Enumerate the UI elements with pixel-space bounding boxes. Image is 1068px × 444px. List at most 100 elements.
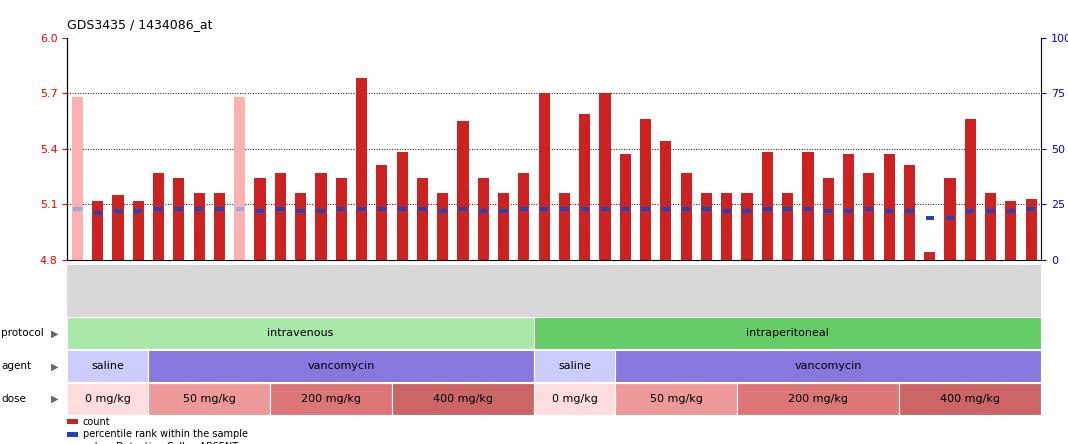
Bar [112,195,124,260]
Bar [946,216,954,220]
Bar [843,154,854,260]
Text: 400 mg/kg: 400 mg/kg [433,394,493,404]
Bar [457,121,469,260]
Text: ▶: ▶ [50,361,59,371]
Bar [1025,198,1037,260]
Text: GDS3435 / 1434086_at: GDS3435 / 1434086_at [67,18,213,31]
Bar [376,165,388,260]
Text: 50 mg/kg: 50 mg/kg [649,394,703,404]
Text: 50 mg/kg: 50 mg/kg [183,394,236,404]
Text: saline: saline [92,361,124,371]
Bar [640,119,651,260]
Bar [721,193,733,260]
Bar [396,152,408,260]
Bar [92,201,104,260]
Bar [1005,201,1017,260]
Bar [804,207,812,211]
Bar [561,207,568,211]
Bar [599,93,611,260]
Bar [579,114,591,260]
Text: 0 mg/kg: 0 mg/kg [552,394,597,404]
Bar [175,207,183,211]
Bar [538,93,550,260]
Bar [295,193,307,260]
Bar [845,209,852,213]
Bar [236,207,244,211]
Bar [581,207,588,211]
Bar [74,207,81,211]
Bar [822,178,834,260]
Bar [173,178,185,260]
Bar [660,141,672,260]
Bar [254,178,266,260]
Bar [622,207,629,211]
Text: vancomycin: vancomycin [308,361,375,371]
Bar [498,193,509,260]
Bar [256,209,264,213]
Bar [863,173,875,260]
Bar [642,207,649,211]
Bar [193,193,205,260]
Bar [216,207,223,211]
Bar [1007,209,1015,213]
Text: 200 mg/kg: 200 mg/kg [301,394,361,404]
Bar [764,207,771,211]
Bar [135,209,142,213]
Bar [865,207,873,211]
Bar [944,178,956,260]
Bar [987,209,994,213]
Bar [480,209,487,213]
Bar [682,207,690,211]
Bar [337,207,345,211]
Bar [234,97,246,260]
Text: agent: agent [1,361,31,371]
Bar [906,209,913,213]
Text: saline: saline [559,361,591,371]
Bar [518,173,530,260]
Bar [520,207,528,211]
Bar [335,178,347,260]
Bar [967,209,974,213]
Bar [743,209,751,213]
Text: count: count [83,417,110,427]
Bar [132,201,144,260]
Bar [802,152,814,260]
Text: 200 mg/kg: 200 mg/kg [788,394,848,404]
Bar [926,216,933,220]
Bar [601,207,609,211]
Text: value, Detection Call = ABSENT: value, Detection Call = ABSENT [83,442,238,444]
Text: dose: dose [1,394,26,404]
Bar [419,207,426,211]
Bar [904,165,915,260]
Bar [274,173,286,260]
Bar [277,207,284,211]
Bar [559,193,570,260]
Bar [297,209,304,213]
Bar [680,173,692,260]
Bar [439,209,446,213]
Bar [378,207,386,211]
Bar [94,211,101,215]
Text: ▶: ▶ [50,394,59,404]
Bar [964,119,976,260]
Bar [782,193,794,260]
Bar [195,207,203,211]
Bar [398,207,406,211]
Text: protocol: protocol [1,329,44,338]
Bar [701,193,712,260]
Bar [437,193,449,260]
Bar [662,207,670,211]
Bar [417,178,428,260]
Bar [155,207,162,211]
Bar [72,97,83,260]
Bar [824,209,832,213]
Bar [540,207,548,211]
Bar [477,178,489,260]
Text: vancomycin: vancomycin [795,361,862,371]
Text: ▶: ▶ [50,329,59,338]
Bar [114,209,122,213]
Bar [459,207,467,211]
Bar [985,193,996,260]
Bar [500,209,507,213]
Bar [883,154,895,260]
